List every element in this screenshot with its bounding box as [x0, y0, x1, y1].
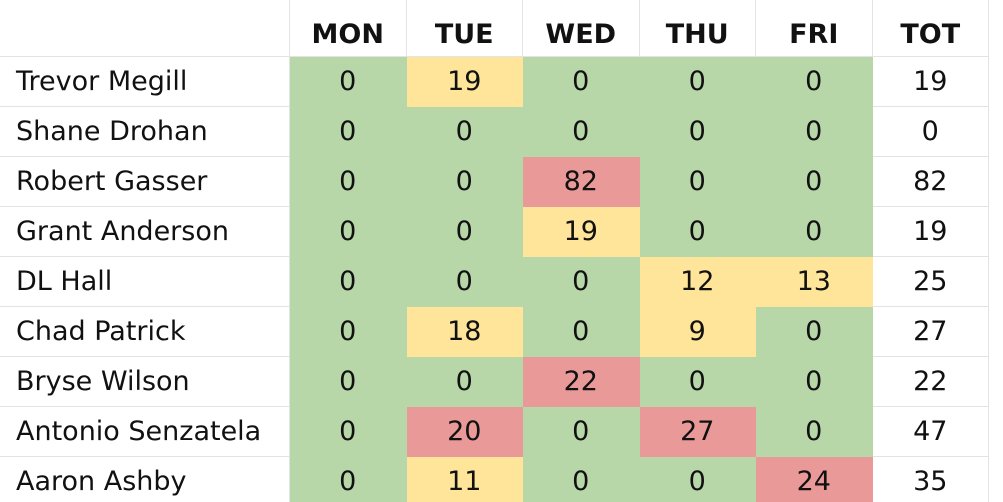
value-cell: 0: [290, 307, 407, 357]
value-cell: 11: [406, 457, 523, 502]
value-cell: 0: [639, 57, 756, 107]
value-cell: 0: [290, 407, 407, 457]
value-cell: 0: [290, 257, 407, 307]
value-cell: 0: [406, 107, 523, 157]
value-cell: 27: [639, 407, 756, 457]
value-cell: 0: [639, 357, 756, 407]
value-cell: 0: [756, 57, 873, 107]
value-cell: 9: [639, 307, 756, 357]
value-cell: 19: [872, 57, 989, 107]
column-header: THU: [639, 0, 756, 57]
value-cell: 0: [756, 207, 873, 257]
value-cell: 0: [523, 307, 640, 357]
corner-cell: [0, 0, 290, 57]
row-name: Shane Drohan: [0, 107, 290, 157]
value-cell: 0: [290, 107, 407, 157]
row-name: Robert Gasser: [0, 157, 290, 207]
value-cell: 0: [290, 457, 407, 502]
value-cell: 25: [872, 257, 989, 307]
value-cell: 0: [756, 357, 873, 407]
value-cell: 12: [639, 257, 756, 307]
value-cell: 22: [872, 357, 989, 407]
value-cell: 47: [872, 407, 989, 457]
value-cell: 0: [290, 157, 407, 207]
value-cell: 19: [523, 207, 640, 257]
value-cell: 0: [406, 157, 523, 207]
row-name: Bryse Wilson: [0, 357, 290, 407]
column-header: TUE: [406, 0, 523, 57]
value-cell: 0: [523, 407, 640, 457]
row-name: Aaron Ashby: [0, 457, 290, 502]
column-header: FRI: [756, 0, 873, 57]
row-name: Grant Anderson: [0, 207, 290, 257]
value-cell: 0: [523, 457, 640, 502]
value-cell: 19: [872, 207, 989, 257]
row-name: Chad Patrick: [0, 307, 290, 357]
column-header: WED: [523, 0, 640, 57]
value-cell: 0: [290, 357, 407, 407]
value-cell: 0: [406, 257, 523, 307]
row-name: Trevor Megill: [0, 57, 290, 107]
value-cell: 0: [523, 257, 640, 307]
column-header: MON: [290, 0, 407, 57]
value-cell: 0: [639, 157, 756, 207]
value-cell: 20: [406, 407, 523, 457]
column-header: TOT: [872, 0, 989, 57]
value-cell: 0: [756, 157, 873, 207]
value-cell: 82: [523, 157, 640, 207]
value-cell: 82: [872, 157, 989, 207]
row-name: DL Hall: [0, 257, 290, 307]
value-cell: 35: [872, 457, 989, 502]
value-cell: 24: [756, 457, 873, 502]
value-cell: 0: [639, 457, 756, 502]
value-cell: 22: [523, 357, 640, 407]
value-cell: 0: [406, 207, 523, 257]
row-name: Antonio Senzatela: [0, 407, 290, 457]
value-cell: 0: [290, 207, 407, 257]
value-cell: 0: [523, 57, 640, 107]
value-cell: 27: [872, 307, 989, 357]
value-cell: 19: [406, 57, 523, 107]
value-cell: 13: [756, 257, 873, 307]
value-cell: 0: [290, 57, 407, 107]
value-cell: 0: [406, 357, 523, 407]
value-cell: 0: [756, 307, 873, 357]
value-cell: 18: [406, 307, 523, 357]
value-cell: 0: [639, 107, 756, 157]
value-cell: 0: [639, 207, 756, 257]
value-cell: 0: [756, 107, 873, 157]
value-cell: 0: [756, 407, 873, 457]
value-cell: 0: [523, 107, 640, 157]
value-cell: 0: [872, 107, 989, 157]
